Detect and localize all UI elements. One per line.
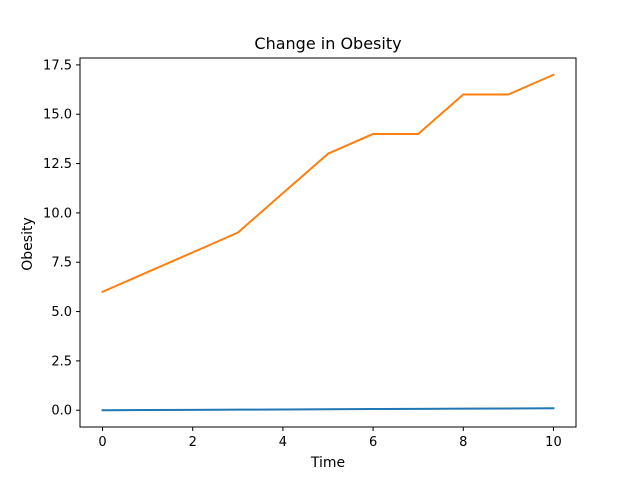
y-tick-label: 7.5 <box>51 256 72 271</box>
x-tick-label: 0 <box>98 435 106 450</box>
y-axis: 0.0 2.5 5.0 7.5 10.0 12.5 15.0 17.5 <box>43 58 80 419</box>
y-axis-title: Obesity <box>20 217 36 270</box>
plot-area <box>101 73 555 412</box>
x-tick-label: 10 <box>545 435 562 450</box>
y-tick-label: 15.0 <box>43 108 72 123</box>
x-tick-label: 6 <box>369 435 377 450</box>
x-tick-label: 2 <box>189 435 197 450</box>
x-tick-label: 4 <box>279 435 287 450</box>
y-tick-label: 17.5 <box>43 58 72 73</box>
x-axis-title: Time <box>310 455 345 471</box>
y-tick-label: 2.5 <box>51 354 72 369</box>
y-tick-label: 10.0 <box>43 206 72 221</box>
y-tick-label: 12.5 <box>43 157 72 172</box>
plot-frame <box>79 57 577 428</box>
x-axis: 0 2 4 6 8 10 <box>98 427 562 450</box>
y-tick-label: 5.0 <box>51 305 72 320</box>
x-tick-label: 8 <box>459 435 467 450</box>
y-tick-label: 0.0 <box>51 404 72 419</box>
chart-title: Change in Obesity <box>254 34 401 53</box>
series-line-2 <box>101 73 555 294</box>
series-line-1 <box>101 407 555 412</box>
